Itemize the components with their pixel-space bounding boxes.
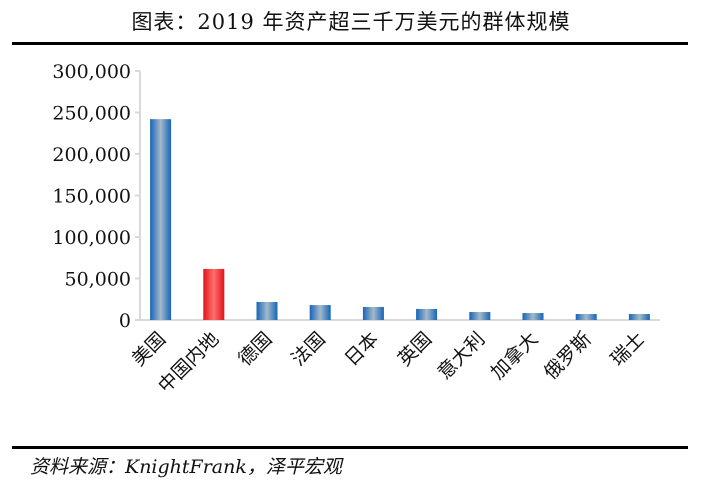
bar [362,306,384,320]
bar [628,314,650,320]
bar [575,314,597,320]
bar [150,119,172,320]
top-rule [12,42,688,45]
y-tick-label: 200,000 [52,144,131,166]
source-note: 资料来源：KnightFrank，泽平宏观 [30,456,342,478]
y-tick-label: 150,000 [52,186,131,208]
x-category-label: 俄罗斯 [540,328,596,384]
x-category-label: 日本 [340,328,382,370]
bar [469,312,491,320]
y-tick-label: 250,000 [52,103,131,125]
chart-title: 图表：2019 年资产超三千万美元的群体规模 [131,10,571,34]
y-tick-label: 50,000 [65,269,131,291]
bar [203,268,225,320]
y-tick-label: 0 [119,310,131,332]
bar [522,313,544,320]
x-category-label: 法国 [287,328,329,370]
bar [256,301,278,320]
bar [309,305,331,320]
bar [416,308,438,320]
x-category-label: 加拿大 [486,327,543,384]
y-tick-label: 100,000 [52,227,131,249]
x-category-label: 英国 [394,328,436,370]
x-category-label: 意大利 [433,328,489,384]
y-tick-label: 300,000 [52,61,131,83]
bottom-rule [12,446,688,449]
x-category-label: 美国 [128,328,170,370]
x-category-label: 德国 [234,328,276,370]
x-category-label: 瑞士 [606,328,648,370]
